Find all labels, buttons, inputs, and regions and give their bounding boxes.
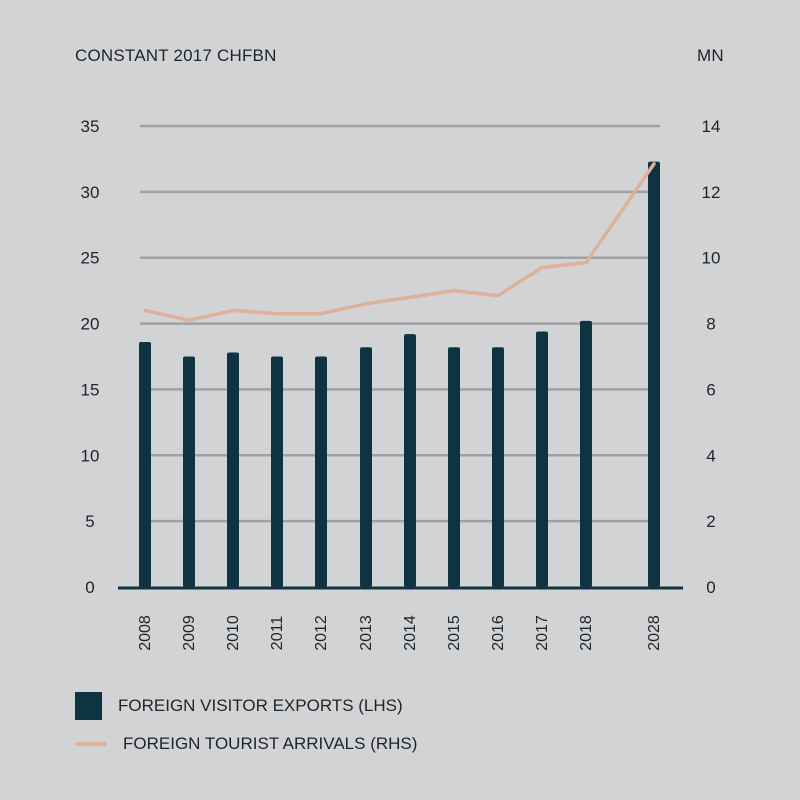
y-right-tick-label: 12	[702, 183, 721, 202]
bar-2013	[360, 347, 372, 587]
y-left-tick-label: 35	[81, 117, 100, 136]
y-left-tick-label: 25	[81, 249, 100, 268]
legend-label-arrivals: FOREIGN TOURIST ARRIVALS (RHS)	[123, 734, 418, 753]
legend-item-exports: FOREIGN VISITOR EXPORTS (LHS)	[75, 692, 403, 720]
y-right-tick-label: 2	[706, 512, 715, 531]
bar-2028	[648, 161, 660, 587]
y-left-tick-label: 10	[81, 446, 100, 465]
bar-2011	[271, 356, 283, 587]
y-right-tick-label: 0	[706, 578, 715, 597]
y-right-tick-label: 14	[702, 117, 721, 136]
bar-2017	[536, 331, 548, 587]
bar-2010	[227, 352, 239, 587]
x-tick-label: 2015	[446, 615, 463, 651]
bar-2012	[315, 356, 327, 587]
right-axis-title: MN	[697, 46, 724, 65]
legend-item-arrivals: FOREIGN TOURIST ARRIVALS (RHS)	[75, 734, 417, 754]
x-tick-label: 2014	[402, 615, 419, 651]
x-tick-label: 2013	[358, 615, 375, 651]
legend-swatch-exports	[75, 692, 102, 720]
y-right-tick-label: 8	[706, 315, 715, 334]
x-tick-label: 2017	[534, 615, 551, 651]
bar-2015	[448, 347, 460, 587]
legend-swatch-arrivals	[75, 742, 107, 746]
x-tick-label: 2028	[646, 615, 663, 651]
x-tick-label: 2009	[181, 615, 198, 651]
x-tick-label: 2016	[490, 615, 507, 651]
x-tick-label: 2008	[137, 615, 154, 651]
y-right-tick-label: 10	[702, 249, 721, 268]
legend-label-exports: FOREIGN VISITOR EXPORTS (LHS)	[118, 696, 403, 715]
x-tick-label: 2011	[269, 616, 286, 651]
y-left-tick-label: 30	[81, 183, 100, 202]
bar-2008	[139, 342, 151, 587]
y-left-tick-label: 5	[85, 512, 94, 531]
y-left-tick-label: 20	[81, 315, 100, 334]
y-left-tick-label: 0	[85, 578, 94, 597]
left-axis-title: CONSTANT 2017 CHFBN	[75, 46, 277, 65]
x-tick-label: 2018	[578, 615, 595, 651]
y-right-tick-label: 6	[706, 380, 715, 399]
bar-2018	[580, 320, 592, 587]
line-series-arrivals	[143, 162, 656, 323]
y-left-tick-label: 15	[81, 380, 100, 399]
y-right-tick-label: 4	[706, 446, 715, 465]
bar-2016	[492, 347, 504, 587]
bar-2014	[404, 334, 416, 587]
x-tick-label: 2010	[225, 615, 242, 651]
bar-2009	[183, 356, 195, 587]
x-tick-label: 2012	[313, 615, 330, 651]
